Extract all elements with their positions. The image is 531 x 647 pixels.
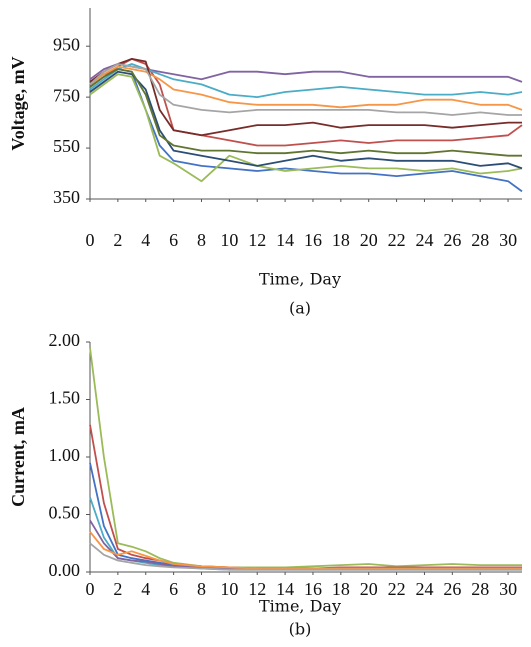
series-line: [89, 63, 522, 116]
x-tick-label: 18: [332, 579, 350, 599]
x-tick-label: 28: [471, 230, 489, 250]
series-line: [89, 68, 522, 157]
x-tick-label: 18: [332, 230, 350, 250]
x-tick-label: 16: [304, 230, 322, 250]
y-tick-label: 350: [53, 187, 80, 207]
x-tick-label: 10: [220, 579, 238, 599]
x-axis-title: Time, Day: [259, 597, 341, 616]
x-tick-label: 30: [499, 230, 517, 250]
x-tick-label: 2: [113, 579, 122, 599]
x-tick-label: 4: [141, 579, 150, 599]
x-tick-label: 2: [113, 230, 122, 250]
x-tick-label: 6: [169, 230, 178, 250]
x-tick-label: 12: [248, 579, 266, 599]
y-tick-label: 0.50: [49, 503, 81, 523]
x-tick-label: 30: [499, 579, 517, 599]
y-tick-label: 550: [53, 136, 80, 156]
series-line: [89, 542, 522, 571]
series-line: [89, 63, 523, 98]
x-tick-label: 4: [141, 230, 150, 250]
series-line: [89, 58, 522, 137]
series-line: [89, 424, 522, 570]
caption: (b): [289, 620, 312, 639]
series-line: [89, 531, 522, 570]
x-tick-label: 20: [360, 230, 378, 250]
x-tick-label: 0: [86, 230, 95, 250]
x-axis-title: Time, Day: [259, 270, 341, 289]
series-line: [89, 462, 522, 570]
series-line: [89, 347, 522, 569]
x-tick-label: 22: [388, 230, 406, 250]
y-axis-title: Voltage, mV: [8, 56, 28, 150]
x-tick-label: 26: [443, 579, 461, 599]
series-line: [89, 65, 523, 111]
x-tick-label: 26: [443, 230, 461, 250]
x-tick-label: 24: [415, 579, 433, 599]
y-tick-label: 950: [53, 34, 80, 54]
y-tick-label: 1.50: [49, 388, 81, 408]
y-tick-label: 1.00: [49, 445, 81, 465]
x-tick-label: 22: [388, 579, 406, 599]
x-tick-label: 14: [276, 230, 294, 250]
x-tick-label: 8: [197, 230, 206, 250]
x-tick-label: 0: [86, 579, 95, 599]
x-tick-label: 20: [360, 579, 378, 599]
x-tick-label: 10: [220, 230, 238, 250]
series-line: [89, 73, 523, 183]
caption: (a): [289, 299, 311, 318]
x-tick-label: 6: [169, 579, 178, 599]
x-tick-label: 14: [276, 579, 294, 599]
x-tick-label: 24: [415, 230, 433, 250]
x-tick-label: 16: [304, 579, 322, 599]
x-tick-label: 28: [471, 579, 489, 599]
y-tick-label: 0.00: [49, 560, 81, 580]
y-tick-label: 2.00: [49, 330, 81, 350]
x-tick-label: 8: [197, 579, 206, 599]
y-axis-title: Current, mA: [8, 407, 28, 507]
y-tick-label: 750: [53, 85, 80, 105]
x-tick-label: 12: [248, 230, 266, 250]
